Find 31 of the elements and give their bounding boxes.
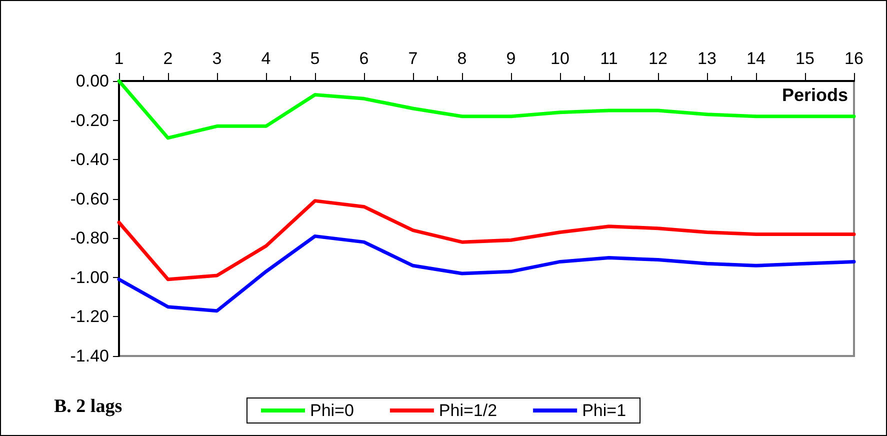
x-tick-label: 10 (550, 49, 570, 68)
x-tick-label: 9 (506, 49, 516, 68)
line-series (117, 234, 856, 313)
x-tick-label: 15 (796, 49, 814, 68)
y-tick-label: -0.60 (70, 189, 109, 208)
y-tick-label: -1.20 (70, 307, 109, 326)
legend-label: Phi=0 (310, 401, 354, 420)
y-tick-label: -1.40 (70, 346, 109, 366)
x-tick-label: 8 (457, 49, 467, 68)
x-tick-label: 2 (163, 49, 173, 68)
x-tick-label: 11 (600, 49, 618, 68)
x-tick-label: 12 (648, 49, 668, 68)
x-tick-label: 14 (746, 49, 766, 68)
line-series (117, 199, 856, 282)
x-tick-label: 16 (844, 49, 864, 68)
x-tick-label: 3 (212, 49, 222, 68)
x-tick-label: 6 (359, 49, 369, 68)
y-tick-label: -0.20 (70, 110, 109, 130)
text: B. 2 lags (54, 396, 122, 417)
x-tick-label: 5 (310, 49, 320, 68)
y-tick-label: -1.00 (70, 268, 109, 287)
legend-label: Phi=1/2 (438, 401, 498, 420)
x-tick-label: 7 (408, 49, 418, 68)
y-tick-label: 0.00 (76, 72, 109, 90)
x-tick-label: 13 (698, 49, 716, 68)
x-tick-label: 1 (114, 49, 124, 68)
x-tick-label: 4 (261, 49, 271, 68)
y-tick-label: -0.40 (70, 150, 109, 170)
y-tick-label: -0.80 (70, 228, 109, 248)
legend-label: Phi=1 (582, 401, 626, 420)
x-axis-title: Periods (782, 85, 848, 105)
